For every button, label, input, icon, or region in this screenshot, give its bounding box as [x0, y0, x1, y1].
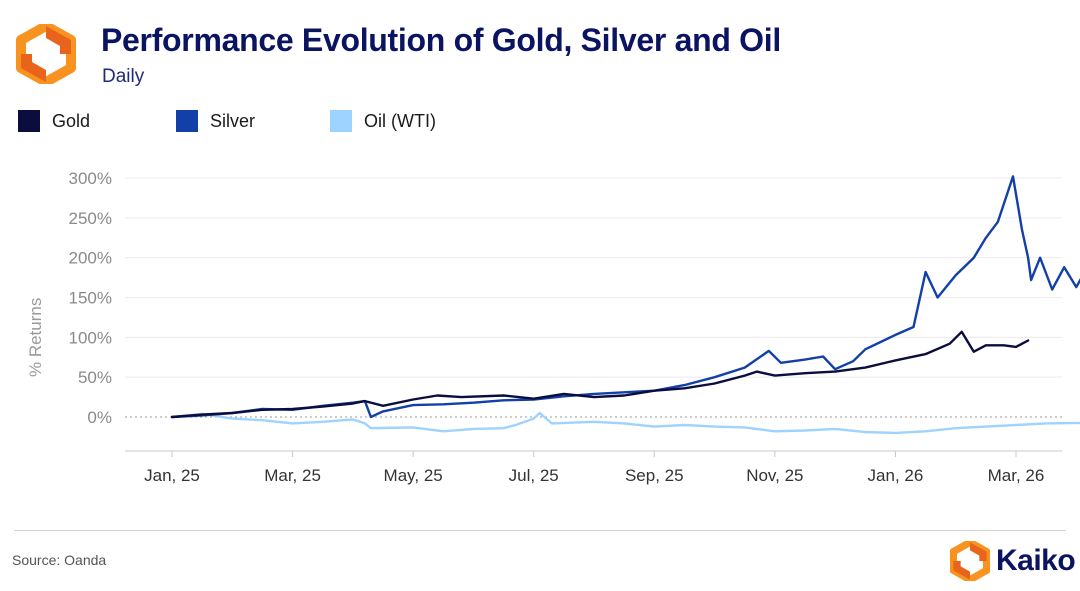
kaiko-brand: Kaiko — [950, 541, 1076, 581]
legend-item-silver[interactable]: Silver — [176, 110, 255, 132]
x-tick-label: Jan, 25 — [144, 466, 200, 485]
series-line-oil-wti — [170, 411, 1080, 435]
x-tick-label: Sep, 25 — [625, 466, 684, 485]
y-tick-label: 100% — [69, 328, 112, 347]
y-tick-label: 200% — [69, 249, 112, 268]
legend-item-gold[interactable]: Gold — [18, 110, 90, 132]
source-note: Source: Oanda — [12, 552, 107, 568]
brand-name: Kaiko — [996, 544, 1076, 577]
y-tick-label: 250% — [69, 209, 112, 228]
line-chart: 0% 50% 100% 150% 200% 250% 300% % Returns Jan, 2… — [26, 169, 1080, 485]
legend-swatch-oil — [330, 110, 352, 132]
y-tick-label: 150% — [69, 289, 112, 308]
kaiko-logo-icon — [16, 24, 76, 84]
legend-swatch-gold — [18, 110, 40, 132]
x-tick-label: Jan, 26 — [868, 466, 924, 485]
legend-label-oil: Oil (WTI) — [364, 110, 436, 131]
logo-accent-shape — [46, 26, 71, 54]
x-tick-label: Mar, 26 — [988, 466, 1045, 485]
small-logo-hexagon-shape — [950, 541, 990, 581]
y-tick-label: 0% — [87, 408, 112, 427]
logo-accent-shape — [21, 54, 46, 82]
series-line-silver — [170, 175, 1080, 419]
small-logo-accent-shape — [970, 542, 987, 561]
x-tick-label: Mar, 25 — [264, 466, 321, 485]
chart-title: Performance Evolution of Gold, Silver an… — [101, 22, 781, 58]
footer-divider — [14, 530, 1066, 531]
legend-item-oil[interactable]: Oil (WTI) — [330, 110, 436, 132]
chart-subtitle: Daily — [102, 66, 145, 87]
legend-swatch-silver — [176, 110, 198, 132]
x-tick-label: May, 25 — [384, 466, 443, 485]
x-tick-label: Jul, 25 — [509, 466, 559, 485]
legend-label-silver: Silver — [210, 110, 256, 131]
x-tick-label: Nov, 25 — [746, 466, 803, 485]
y-tick-label: 300% — [69, 169, 112, 188]
small-logo-accent-shape — [953, 561, 970, 580]
legend-label-gold: Gold — [52, 110, 91, 131]
y-axis-title: % Returns — [26, 298, 45, 377]
y-tick-label: 50% — [78, 368, 112, 387]
kaiko-small-logo-icon — [950, 541, 990, 581]
series-line-gold — [170, 330, 1030, 419]
